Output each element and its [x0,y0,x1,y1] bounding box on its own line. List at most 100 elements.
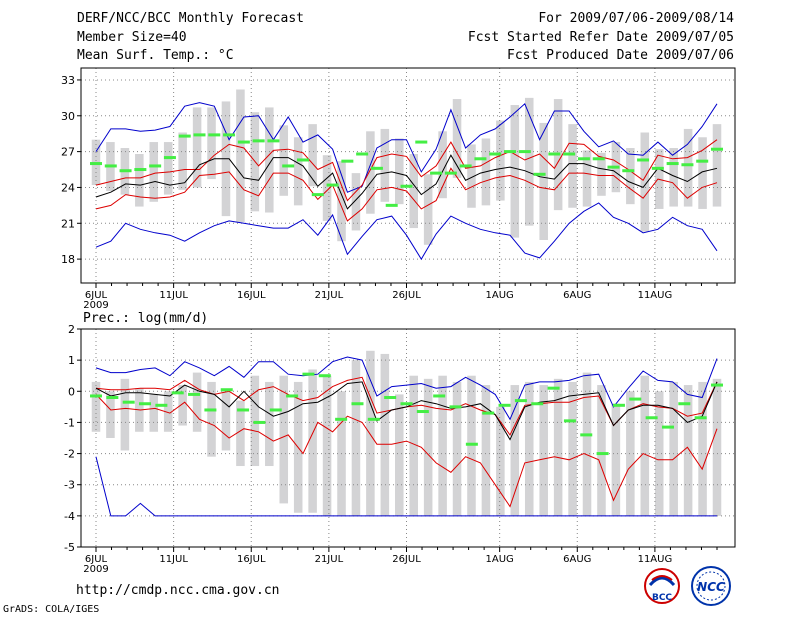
climatology-marker [104,164,117,168]
climatology-marker [651,166,664,170]
ensemble-range-bar [597,385,606,516]
ensemble-range-bar [91,381,101,432]
climatology-marker [514,399,527,403]
climatology-marker [622,169,635,173]
x-tick-label: 16JUL [237,290,266,301]
ensemble-range-bar [409,375,418,516]
ensemble-range-bar [712,378,722,516]
x-tick-label: 6AUG [563,554,591,565]
climatology-marker [252,139,265,143]
ensemble-range-bar [207,107,216,180]
ensemble-range-bar [163,142,173,195]
y-tick-label: 2 [68,323,75,336]
ensemble-range-bar [380,353,390,516]
y-tick-label: 27 [61,146,75,159]
climatology-marker [237,140,250,144]
climatology-marker [119,169,132,173]
ensemble-range-bar [120,378,130,451]
ensemble-range-bar [423,174,433,245]
climatology-marker [286,394,299,398]
climatology-marker [531,402,544,406]
x-tick-label: 21JUL [315,290,344,301]
forecast-produced-date: Fcst Produced Date 2009/07/06 [507,48,734,63]
climatology-marker [351,402,364,406]
ensemble-range-bar [322,375,332,516]
y-tick-label: -2 [64,448,75,461]
climatology-marker [459,164,472,168]
y-tick-label: -3 [64,479,75,492]
ensemble-range-bar [192,372,202,432]
source-url[interactable]: http://cmdp.ncc.cma.gov.cn [76,583,280,598]
climatology-marker [607,165,620,169]
ensemble-range-bar [135,154,144,207]
climatology-marker [415,140,428,144]
y-tick-label: 21 [61,217,75,230]
climatology-marker [90,394,102,398]
forecast-start-date: Fcst Started Refer Date 2009/07/05 [467,30,734,45]
plot-frame [80,328,736,548]
x-tick-label: 16JUL [237,554,266,565]
ensemble-range-bar [467,144,476,208]
y-tick-label: 1 [68,354,75,367]
climatology-marker [465,442,478,446]
x-tick-label: 6JUL [85,290,108,301]
climatology-marker [326,183,339,187]
climatology-marker [548,152,561,156]
ensemble-range-bar [351,360,361,516]
climatology-marker [335,417,348,421]
ensemble-range-bar [640,132,650,232]
climatology-marker [384,396,397,400]
ensemble-range-bar [308,124,317,187]
ensemble-range-bar [207,381,216,457]
climatology-marker [430,171,443,175]
ensemble-range-bar [626,391,635,516]
x-tick-label: 1AUG [486,554,514,565]
ensemble-range-bar [496,120,505,201]
climatology-marker [267,139,280,143]
climatology-marker [711,383,723,387]
ensemble-range-bar [423,378,433,516]
y-tick-label: 24 [61,181,75,194]
climatology-marker [204,408,217,412]
ensemble-range-bar [337,161,346,242]
climatology-marker [498,403,511,407]
ensemble-mean-line [95,154,718,210]
ncc-logo-text: NCC [697,580,725,594]
x-tick-label: 11AUG [638,554,673,565]
climatology-marker [297,158,309,162]
member-size: Member Size=40 [77,30,187,45]
climatology-marker [596,452,609,456]
ensemble-range-bar [438,131,447,199]
y-tick-label: -5 [64,541,75,554]
min-line [95,456,717,517]
ensemble-range-bar [481,385,491,516]
ensemble-range-bar [712,124,722,207]
y-tick-label: 18 [61,253,75,266]
climatology-marker [318,374,331,378]
grads-credit: GrADS: COLA/IGES [3,604,100,615]
y-tick-label: -1 [64,416,75,429]
ensemble-range-bar [380,128,390,202]
climatology-marker [563,152,576,156]
plot-area [81,68,735,283]
ensemble-range-bar [265,381,274,467]
ensemble-mean-line [95,381,718,441]
ensemble-range-bar [582,372,592,516]
climatology-marker [302,372,315,376]
ensemble-range-bar [279,375,289,504]
climatology-marker [711,147,723,151]
ensemble-range-bar [654,391,664,516]
climatology-marker [661,425,674,429]
climatology-marker [367,417,380,421]
ensemble-range-bar [236,400,245,467]
ensemble-range-bar [192,107,202,188]
climatology-marker [489,152,502,156]
x-tick-label: 11AUG [638,290,673,301]
ensemble-range-bar [467,375,476,516]
climatology-marker [444,171,457,175]
climatology-marker [400,402,413,406]
climatology-marker [681,163,694,167]
y-tick-label: 33 [61,74,75,87]
